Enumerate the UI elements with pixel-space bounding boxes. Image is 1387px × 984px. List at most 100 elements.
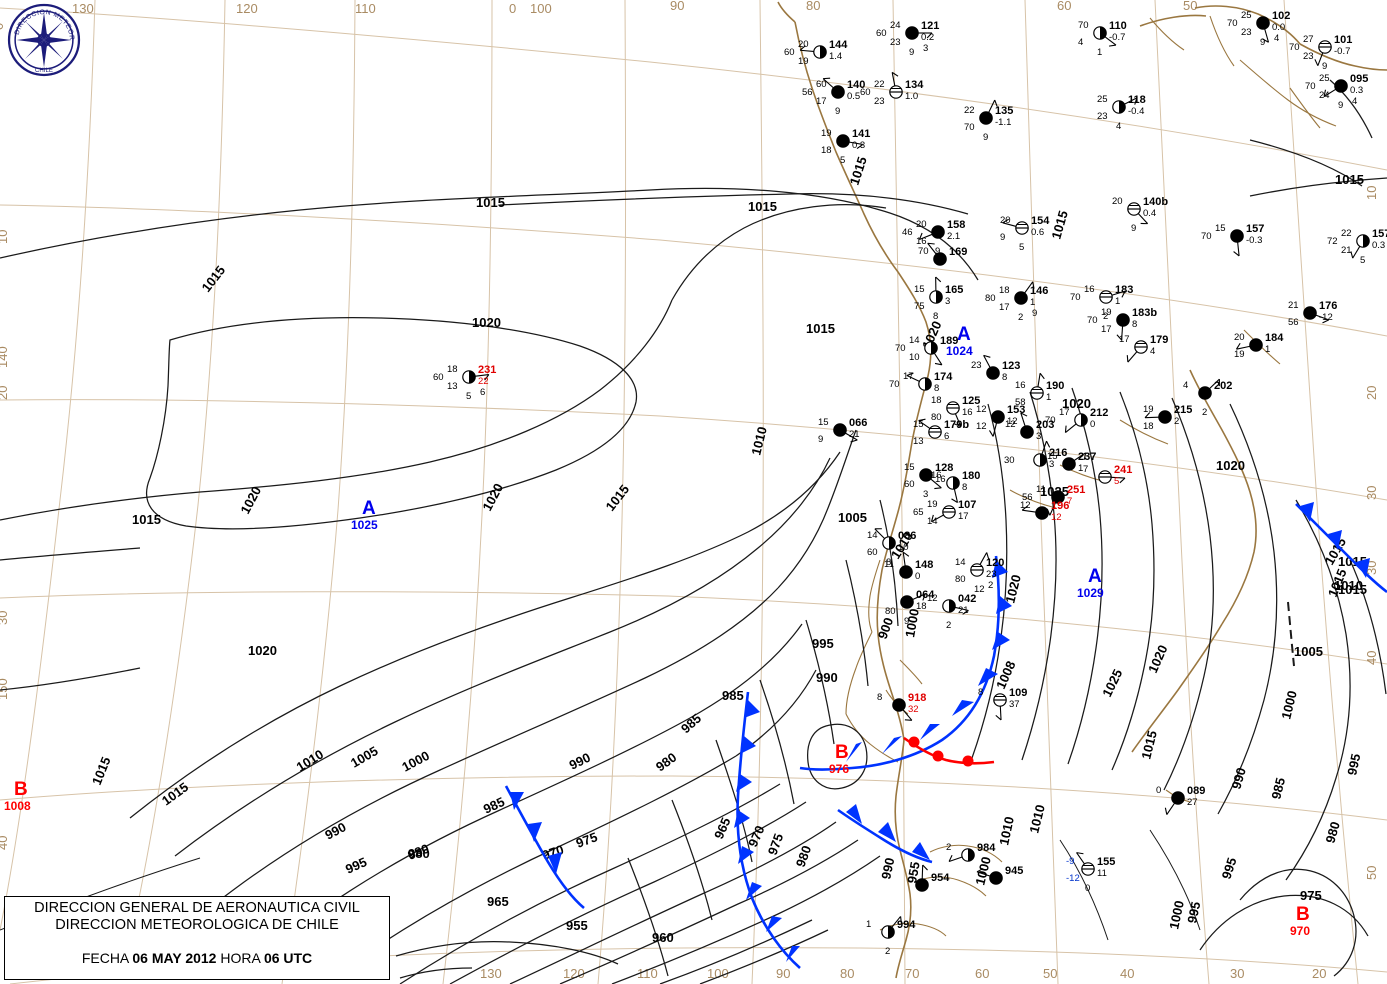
svg-text:955: 955	[904, 861, 923, 885]
station-temperature: 19	[821, 128, 832, 139]
station-temperature: 15	[914, 284, 925, 295]
wind-barb	[918, 418, 926, 422]
pressure-tendency: 10	[898, 542, 909, 553]
sky-cover-half	[931, 341, 938, 355]
station-pressure: 945	[1005, 865, 1023, 877]
cold-front-southpacific-barbs	[734, 700, 800, 962]
pressure-tendency: 0.6	[1031, 227, 1044, 238]
present-weather: 5	[1019, 242, 1024, 253]
station-temperature: 12	[927, 593, 938, 604]
station-temperature: 70	[1078, 20, 1089, 31]
wind-shaft	[891, 72, 896, 86]
present-weather: 4	[1116, 121, 1121, 132]
wind-barb	[983, 354, 991, 358]
station-dewpoint: 23	[1241, 27, 1252, 38]
present-weather: 2	[1103, 311, 1108, 322]
svg-text:985: 985	[1268, 776, 1288, 801]
svg-text:80: 80	[806, 0, 820, 13]
station-dewpoint: 4	[1078, 37, 1083, 48]
pressure-tendency: 0	[1090, 419, 1095, 430]
station-temperature: 15	[1215, 223, 1226, 234]
wind-barb	[902, 551, 910, 557]
station-pressure: 183b	[1132, 307, 1157, 319]
svg-text:60: 60	[975, 966, 989, 981]
wind-barb	[1020, 412, 1028, 417]
sky-cover-symbol	[1303, 306, 1317, 320]
station-pressure: 110	[1109, 20, 1127, 32]
pressure-tendency: 2.1	[947, 231, 960, 242]
pressure-center: B 976	[829, 742, 849, 776]
station-pressure: 042	[958, 593, 976, 605]
svg-text:1010: 1010	[1334, 578, 1363, 593]
station-temperature: 19	[927, 499, 938, 510]
sky-cover-half	[953, 476, 960, 490]
station-visibility: 70	[1087, 315, 1098, 326]
station-visibility: 70	[889, 379, 900, 390]
station-temperature: 14	[909, 335, 920, 346]
wind-barb	[994, 99, 998, 107]
station-visibility: 60	[860, 87, 871, 98]
cloud-type: 3	[923, 43, 928, 54]
pressure-tendency: 16	[962, 407, 973, 418]
wind-barb	[1322, 319, 1330, 324]
wind-shaft	[979, 552, 988, 565]
present-weather: 3	[923, 489, 928, 500]
wind-barb	[976, 868, 984, 873]
station-pressure: 231	[478, 364, 496, 376]
station-temperature: 19	[1143, 404, 1154, 415]
wind-shaft	[1317, 52, 1324, 66]
wind-shaft	[800, 49, 814, 52]
station-visibility: 60	[784, 47, 795, 58]
station-pressure: 148	[915, 559, 933, 571]
svg-text:975: 975	[765, 832, 787, 858]
svg-text:120: 120	[236, 1, 258, 16]
present-weather: 9	[1338, 100, 1343, 111]
svg-text:1010: 1010	[1026, 803, 1048, 835]
present-weather: 9	[935, 246, 940, 257]
sky-cover-symbol	[900, 595, 914, 609]
wind-shaft	[955, 606, 969, 612]
low-center-value-2: 970	[1290, 924, 1310, 938]
station-model: 945	[976, 865, 1023, 885]
cloud-type: 4	[1274, 33, 1279, 44]
station-temperature: 60	[816, 79, 827, 90]
cold-front-main	[799, 555, 1001, 771]
svg-text:40: 40	[1120, 966, 1134, 981]
station-dewpoint: 80	[931, 412, 942, 423]
wind-shaft	[845, 432, 858, 441]
svg-text:980: 980	[408, 846, 430, 861]
station-dewpoint: 12	[976, 421, 987, 432]
station-dewpoint: 80	[955, 574, 966, 585]
pressure-center: A 1024	[946, 324, 973, 358]
wind-barb	[962, 610, 969, 615]
svg-text:1000: 1000	[1166, 899, 1187, 930]
station-pressure: 101	[1334, 34, 1352, 46]
station-temperature: 21	[1288, 300, 1299, 311]
station-pressure: 174	[934, 371, 953, 383]
station-visibility: 70	[1070, 292, 1081, 303]
wind-shaft	[953, 489, 959, 503]
svg-text:110: 110	[637, 966, 658, 981]
station-pressure: 146	[1030, 285, 1048, 297]
pressure-tendency: 0.4	[1143, 208, 1156, 219]
pressure-center: B 1008	[4, 779, 31, 813]
station-dewpoint: 16	[916, 236, 927, 247]
sky-cover-half	[925, 377, 932, 391]
sky-cover-symbol	[831, 85, 845, 99]
svg-text:1015: 1015	[806, 321, 835, 336]
pressure-tendency: 1	[1046, 392, 1051, 403]
pressure-tendency: 32	[908, 704, 919, 715]
pressure-tendency: 12	[1007, 416, 1018, 427]
svg-text:990: 990	[1228, 766, 1248, 791]
station-visibility: 30	[1004, 455, 1015, 466]
